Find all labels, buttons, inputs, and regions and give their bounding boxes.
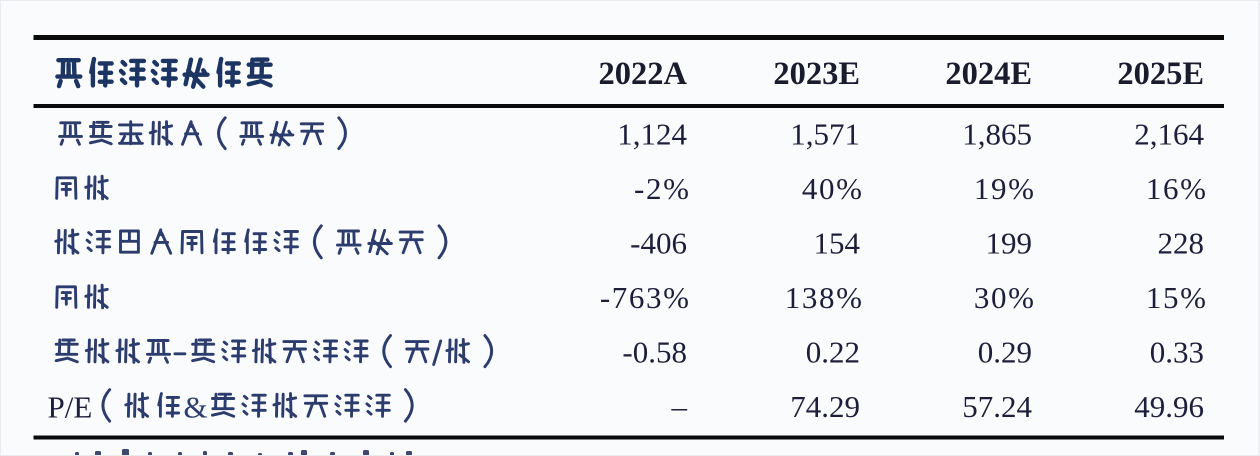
svg-text:138%: 138% <box>785 280 864 315</box>
svg-text:228: 228 <box>1158 226 1205 261</box>
svg-text:16%: 16% <box>1146 171 1208 206</box>
svg-text:2,164: 2,164 <box>1134 117 1204 152</box>
svg-text:-763%: -763% <box>600 280 691 315</box>
svg-text:-406: -406 <box>630 226 687 261</box>
svg-text:2022A: 2022A <box>599 56 688 92</box>
svg-text:30%: 30% <box>974 280 1036 315</box>
svg-text:199: 199 <box>986 226 1033 261</box>
svg-text:0.22: 0.22 <box>806 335 860 370</box>
svg-text:1,571: 1,571 <box>790 117 860 152</box>
svg-text:154: 154 <box>814 226 861 261</box>
svg-text:-2%: -2% <box>634 171 690 206</box>
svg-text:49.96: 49.96 <box>1134 389 1204 424</box>
svg-text:57.24: 57.24 <box>962 389 1032 424</box>
svg-text:-0.58: -0.58 <box>622 335 687 370</box>
svg-text:74.29: 74.29 <box>790 389 860 424</box>
svg-text:2025E: 2025E <box>1117 56 1204 92</box>
svg-text:–: – <box>671 389 688 424</box>
svg-text:0.29: 0.29 <box>978 335 1032 370</box>
svg-text:P/E: P/E <box>48 390 93 425</box>
svg-text:1,865: 1,865 <box>962 117 1032 152</box>
svg-text:2023E: 2023E <box>773 56 860 92</box>
svg-text:2024E: 2024E <box>945 56 1032 92</box>
svg-text:19%: 19% <box>974 171 1036 206</box>
svg-text:1,124: 1,124 <box>617 117 687 152</box>
svg-text:&: & <box>184 390 208 425</box>
svg-text:15%: 15% <box>1146 280 1208 315</box>
svg-text:40%: 40% <box>802 171 864 206</box>
svg-text:0.33: 0.33 <box>1150 335 1204 370</box>
